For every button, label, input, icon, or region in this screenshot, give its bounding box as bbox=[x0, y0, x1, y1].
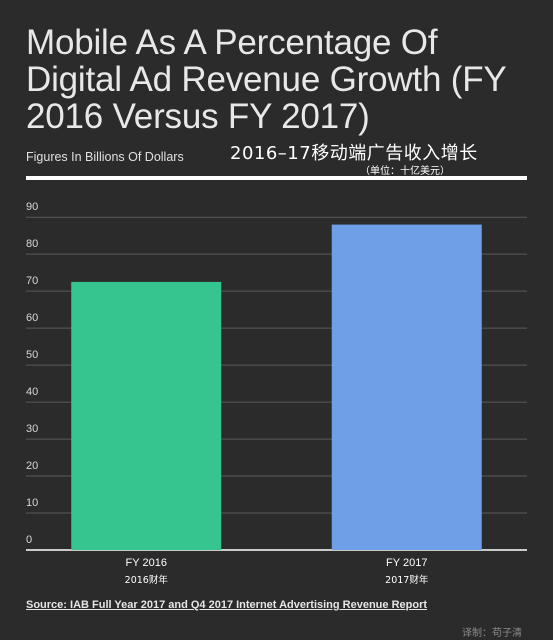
y-tick-label-0: 0 bbox=[26, 534, 32, 546]
y-tick-label-20: 20 bbox=[26, 460, 38, 472]
bar-fy-2016 bbox=[71, 281, 222, 550]
y-tick-label-40: 40 bbox=[26, 386, 38, 398]
source-note[interactable]: Source: IAB Full Year 2017 and Q4 2017 I… bbox=[26, 599, 428, 611]
bar-chart: 0 10 20 30 40 50 60 70 80 90 FY 2016 2016财年 FY 2017 2… bbox=[26, 201, 527, 586]
x-category-sublabel: 2016财年 bbox=[125, 574, 169, 586]
y-tick-label-80: 80 bbox=[26, 238, 38, 250]
y-tick-label-70: 70 bbox=[26, 275, 38, 287]
bar-fy-2017 bbox=[331, 224, 482, 551]
chart-title: Mobile As A Percentage Of Digital Ad Rev… bbox=[26, 23, 506, 136]
x-category-label: FY 2017 bbox=[386, 557, 427, 569]
chart-subtitle: Figures In Billions Of Dollars bbox=[26, 150, 184, 164]
title-divider bbox=[26, 176, 527, 180]
chinese-unit-label: （单位：十亿美元） bbox=[360, 166, 450, 177]
y-tick-label-90: 90 bbox=[26, 201, 38, 213]
translator-watermark: 译制：苟子清 bbox=[462, 628, 522, 639]
x-category-sublabel: 2017财年 bbox=[385, 574, 429, 586]
y-tick-label-50: 50 bbox=[26, 349, 38, 361]
y-tick-label-10: 10 bbox=[26, 497, 38, 509]
chinese-title: 2016–17移动端广告收入增长 bbox=[230, 143, 478, 164]
y-tick-label-30: 30 bbox=[26, 423, 38, 435]
y-tick-label-60: 60 bbox=[26, 312, 38, 324]
x-category-label: FY 2016 bbox=[126, 557, 167, 569]
